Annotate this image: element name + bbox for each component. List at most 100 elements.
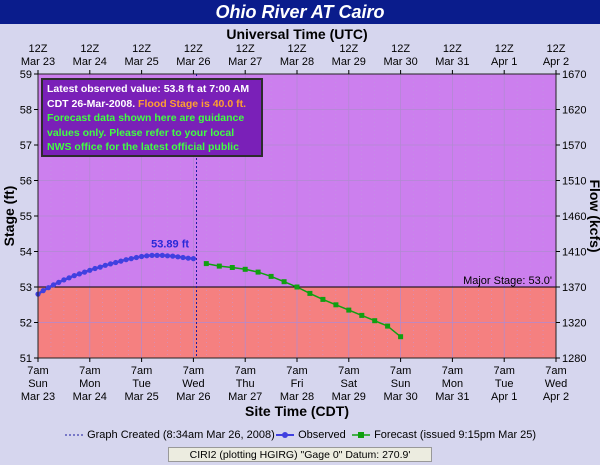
observed-point (97, 264, 103, 270)
top-tick-date: Mar 29 (332, 56, 366, 68)
info-box: Latest observed value: 53.8 ft at 7:00 A… (41, 78, 263, 157)
bottom-tick-date: Mar 26 (176, 391, 210, 403)
bottom-tick-time: 7am (183, 365, 204, 377)
bottom-tick-day: Sun (28, 378, 48, 390)
chart-title: Ohio River AT Cairo (215, 2, 385, 22)
bottom-tick-day: Tue (495, 378, 514, 390)
y-tick-label: 58 (20, 105, 32, 117)
y-tick-label: 57 (20, 140, 32, 152)
forecast-point (281, 279, 287, 285)
y2-tick-label: 1280 (562, 353, 586, 365)
observed-point (61, 277, 67, 283)
top-tick-time: 12Z (236, 43, 255, 55)
top-tick-date: Apr 2 (543, 56, 569, 68)
top-tick-time: 12Z (547, 43, 566, 55)
forecast-point (398, 334, 404, 340)
top-tick-date: Mar 23 (21, 56, 55, 68)
top-tick-time: 12Z (132, 43, 151, 55)
top-tick-date: Mar 31 (435, 56, 469, 68)
y-tick-label: 53 (20, 282, 32, 294)
bottom-tick-day: Thu (236, 378, 255, 390)
legend-forecast-label: Forecast (issued 9:15pm Mar 25) (374, 429, 537, 441)
forecast-points (203, 261, 404, 340)
y2-tick-label: 1460 (562, 211, 586, 223)
top-tick-date: Mar 30 (383, 56, 417, 68)
observed-point (82, 269, 88, 275)
y-axis-ticks: 51 52 53 54 55 56 57 58 59 (20, 69, 38, 365)
bottom-tick-time: 7am (27, 365, 48, 377)
observed-points (35, 252, 196, 297)
observed-point (92, 265, 98, 272)
y2-tick-label: 1670 (562, 69, 586, 81)
forecast-point (385, 323, 391, 329)
observed-point (144, 253, 150, 259)
major-stage-label: Major Stage: 53.0' (463, 275, 552, 287)
bottom-tick-day: Tue (132, 378, 151, 390)
observed-point (87, 267, 93, 273)
y-tick-label: 56 (20, 176, 32, 188)
bottom-tick-time: 7am (545, 365, 566, 377)
top-tick-time: 12Z (339, 43, 358, 55)
forecast-point (320, 296, 326, 302)
bottom-tick-day: Mon (79, 378, 100, 390)
observed-point (154, 252, 160, 258)
bottom-tick-time: 7am (286, 365, 307, 377)
observed-point (123, 257, 129, 263)
bottom-tick-date: Mar 29 (332, 391, 366, 403)
top-tick-date: Mar 25 (124, 56, 158, 68)
forecast-point (346, 307, 352, 313)
title-bar: Ohio River AT Cairo (0, 0, 600, 24)
top-tick-date: Mar 27 (228, 56, 262, 68)
y-tick-label: 52 (20, 318, 32, 330)
legend-created-label: Graph Created (8:34am Mar 26, 2008) (87, 429, 275, 441)
bottom-tick-time: 7am (390, 365, 411, 377)
legend-item-forecast: Forecast (issued 9:15pm Mar 25) (351, 427, 536, 443)
peak-value-label: 53.89 ft (151, 238, 189, 250)
forecast-series-line (206, 262, 402, 338)
observed-point (102, 262, 108, 268)
forecast-point (268, 273, 274, 279)
observed-point (45, 285, 52, 291)
observed-point (107, 261, 114, 267)
y2-tick-label: 1320 (562, 318, 586, 330)
y2-axis-ticks: 1280 1320 1370 1410 1460 1510 1570 1620 1670 (556, 69, 586, 365)
bottom-tick-day: Sat (341, 378, 358, 390)
legend-item-created: Graph Created (8:34am Mar 26, 2008) (64, 427, 275, 443)
bottom-tick-date: Mar 27 (228, 391, 262, 403)
forecast-point (242, 266, 248, 272)
top-tick-date: Mar 24 (73, 56, 107, 68)
y-axis-title: Stage (ft) (1, 186, 17, 247)
y-tick-label: 55 (20, 211, 32, 223)
observed-point (159, 252, 165, 258)
bottom-tick-date: Mar 23 (21, 391, 55, 403)
bottom-tick-day: Sun (391, 378, 411, 390)
forecast-point (359, 312, 365, 318)
bottom-tick-time: 7am (79, 365, 100, 377)
y-tick-label: 51 (20, 353, 32, 365)
bottom-tick-time: 7am (234, 365, 255, 377)
bottom-tick-time: 7am (493, 365, 514, 377)
forecast-line-icon (352, 432, 370, 439)
observed-point (133, 254, 139, 261)
datum-footer: CIRI2 (plotting HGIRG) "Gage 0" Datum: 2… (168, 447, 432, 462)
bottom-axis-title: Site Time (CDT) (245, 403, 349, 419)
forecast-point (333, 302, 339, 308)
bottom-tick-date: Mar 24 (73, 391, 107, 403)
observed-point (113, 259, 119, 266)
bottom-tick-date: Apr 1 (491, 391, 517, 403)
bottom-tick-date: Mar 28 (280, 391, 314, 403)
bottom-tick-date: Apr 2 (543, 391, 569, 403)
observed-line-icon (276, 432, 294, 439)
observed-point (128, 256, 134, 262)
observed-point (180, 254, 186, 261)
top-tick-date: Mar 26 (176, 56, 210, 68)
observed-point (118, 258, 124, 264)
observed-point (190, 256, 196, 262)
observed-point (76, 271, 82, 277)
legend-observed-label: Observed (298, 429, 346, 441)
y2-tick-label: 1510 (562, 176, 586, 188)
